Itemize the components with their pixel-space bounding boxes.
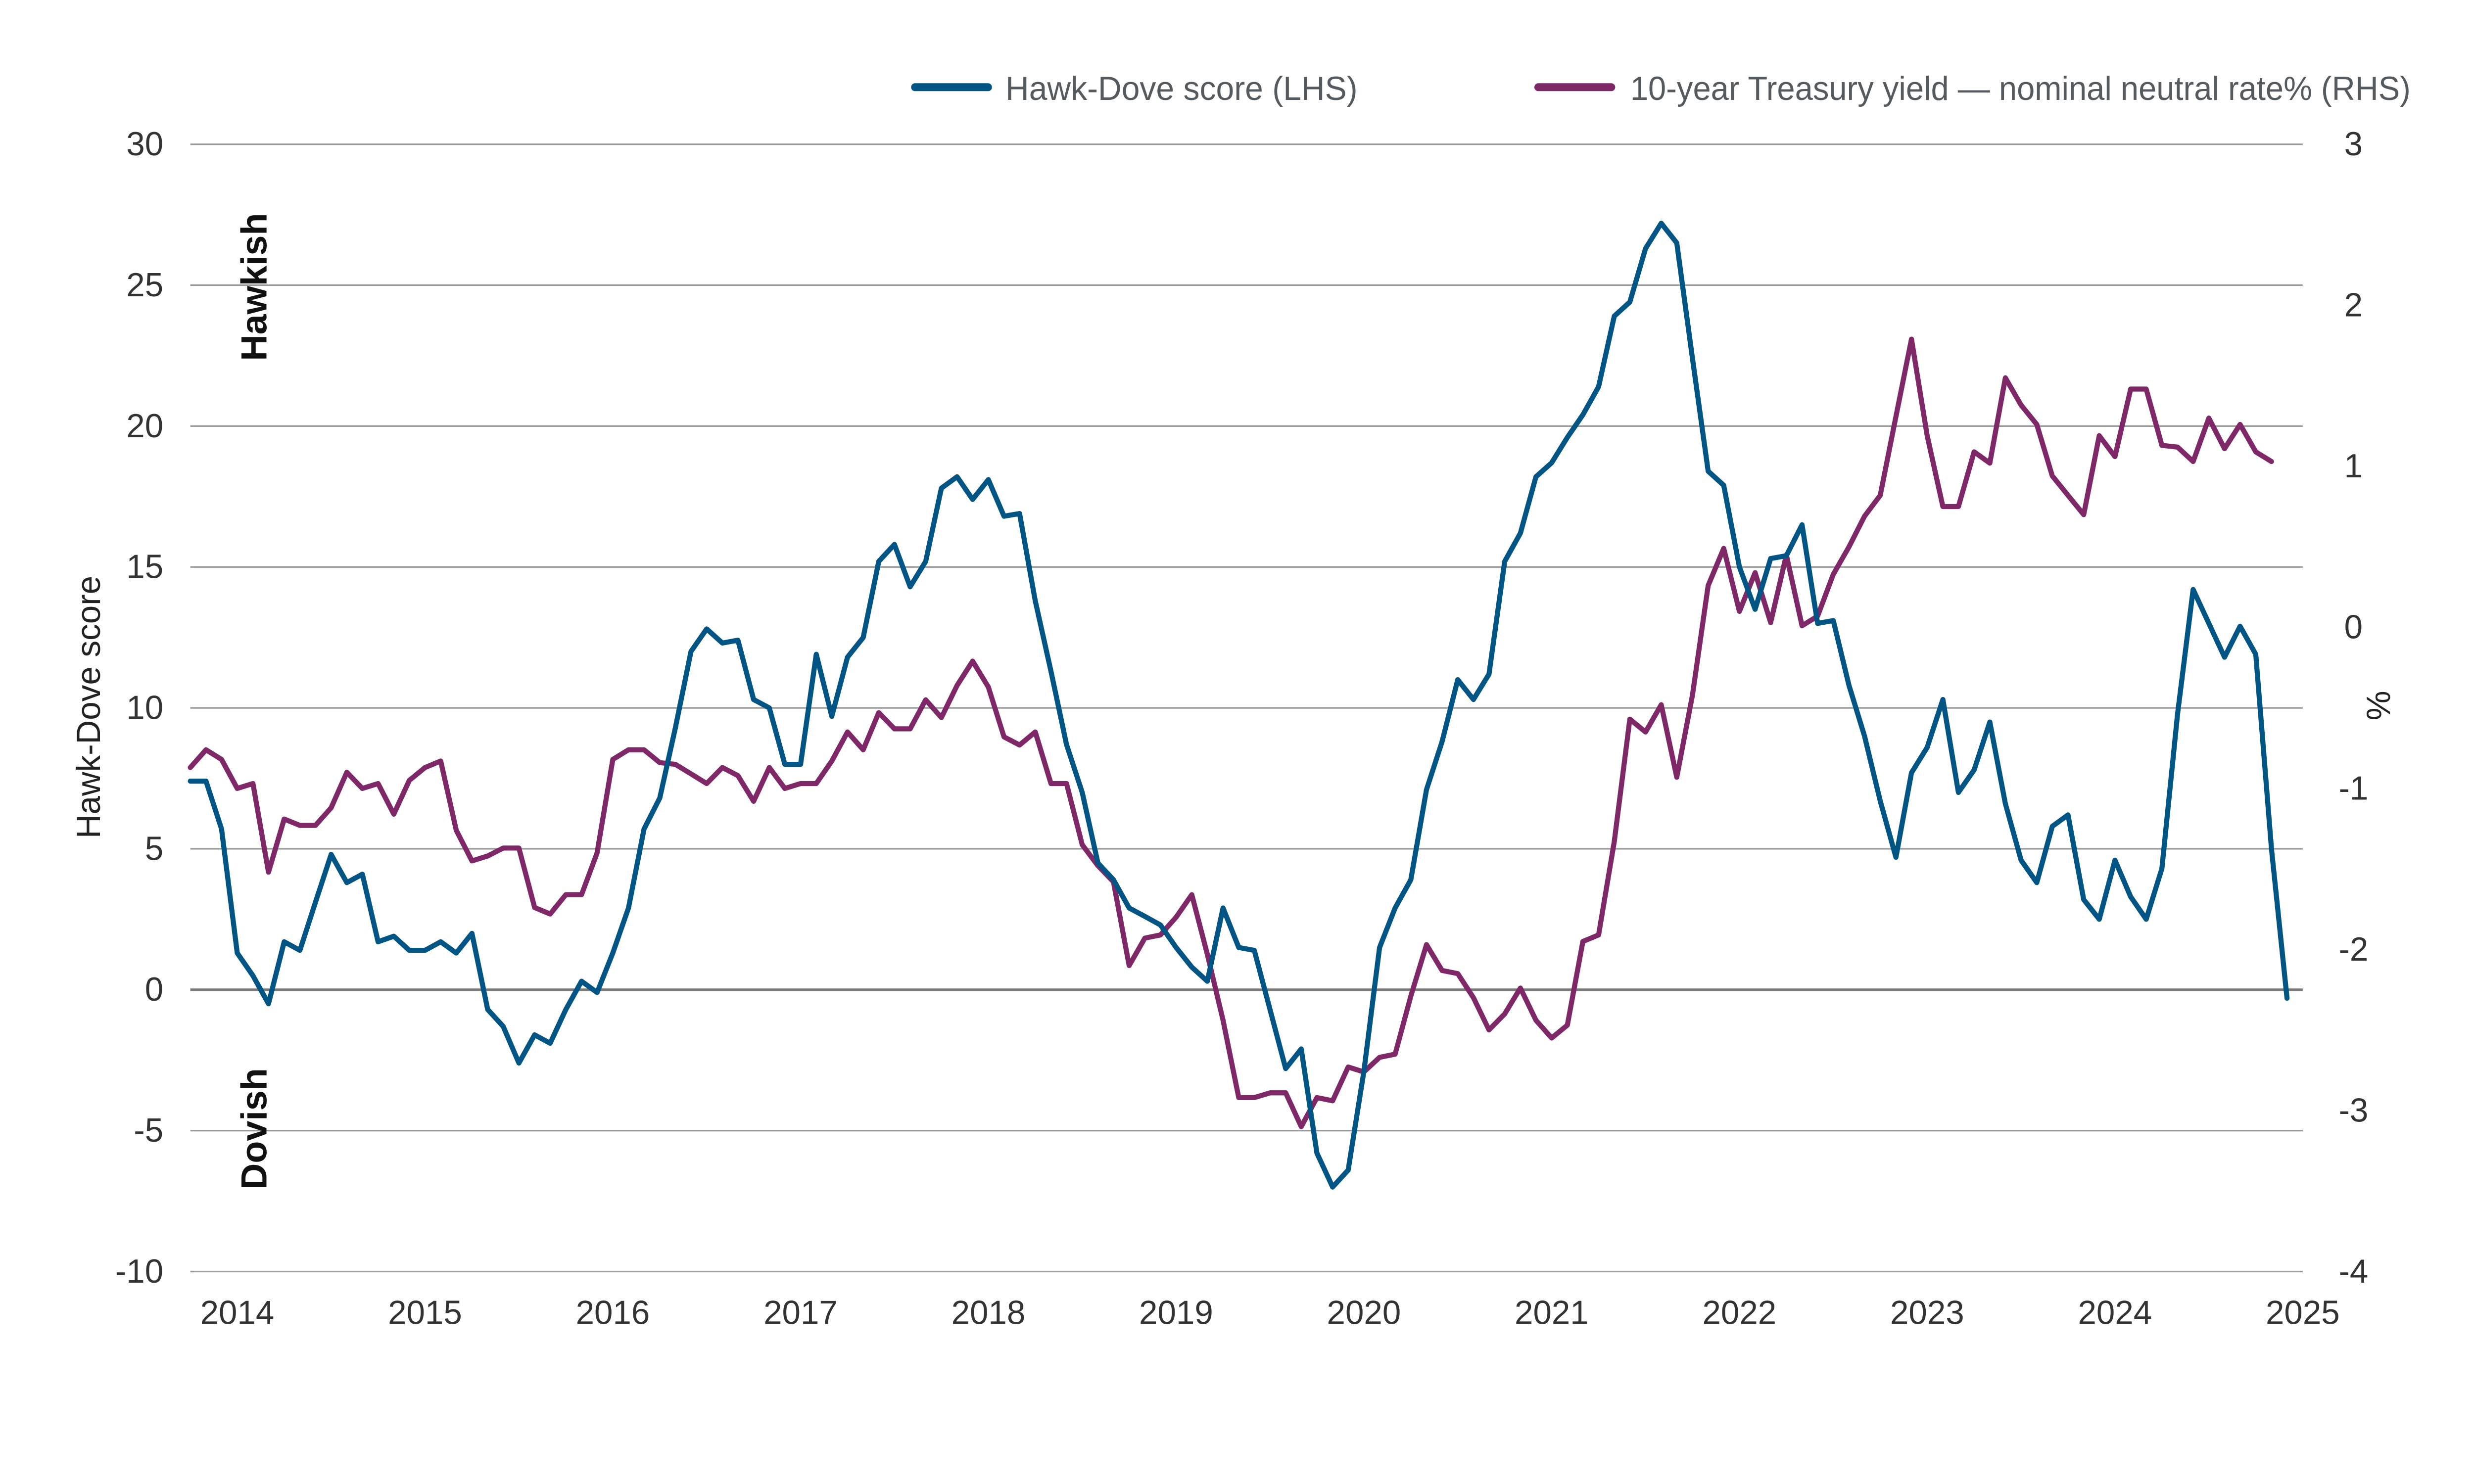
left-axis-ticks: 30 25 20 15 10 5 0 -5 -10 bbox=[115, 126, 163, 1290]
x-tick-label: 2020 bbox=[1327, 1294, 1401, 1331]
left-tick-label: 10 bbox=[126, 690, 163, 727]
x-tick-label: 2023 bbox=[1890, 1294, 1964, 1331]
x-tick-label: 2024 bbox=[2078, 1294, 2152, 1331]
x-axis-ticks: 2014 2015 2016 2017 2018 2019 2020 2021 2022 2023… bbox=[200, 1294, 2340, 1331]
x-tick-label: 2014 bbox=[200, 1294, 275, 1331]
right-axis-title: % bbox=[2360, 691, 2397, 720]
right-tick-label: 1 bbox=[2344, 448, 2363, 485]
hawk-dove-series-line bbox=[188, 221, 2290, 1190]
gridlines bbox=[190, 143, 2303, 1273]
left-tick-label: -10 bbox=[115, 1253, 163, 1290]
x-tick-label: 2015 bbox=[388, 1294, 462, 1331]
left-tick-label: 20 bbox=[126, 408, 163, 445]
series-lines bbox=[188, 221, 2290, 1190]
legend: Hawk-Dove score (LHS) 10-year Treasury y… bbox=[911, 70, 2411, 107]
left-tick-label: 30 bbox=[126, 126, 163, 163]
left-tick-label: 0 bbox=[145, 971, 163, 1008]
right-tick-label: -1 bbox=[2338, 770, 2368, 807]
left-tick-label: 15 bbox=[126, 549, 163, 586]
left-tick-label: -5 bbox=[134, 1112, 163, 1149]
left-tick-label: 5 bbox=[145, 830, 163, 867]
x-tick-label: 2016 bbox=[576, 1294, 650, 1331]
x-tick-label: 2025 bbox=[2266, 1294, 2340, 1331]
x-tick-label: 2022 bbox=[1703, 1294, 1777, 1331]
hawkish-annotation: Hawkish bbox=[233, 213, 274, 361]
right-tick-label: -2 bbox=[2338, 931, 2368, 968]
x-tick-label: 2021 bbox=[1515, 1294, 1589, 1331]
right-tick-label: 0 bbox=[2344, 609, 2363, 646]
right-axis-ticks: 3 2 1 0 -1 -2 -3 -4 bbox=[2338, 126, 2368, 1290]
right-tick-label: -4 bbox=[2338, 1253, 2368, 1290]
left-axis-title: Hawk-Dove score bbox=[70, 576, 107, 838]
legend-label-hawk-dove: Hawk-Dove score (LHS) bbox=[1005, 70, 1358, 107]
right-tick-label: 2 bbox=[2344, 287, 2363, 324]
right-tick-label: 3 bbox=[2344, 126, 2363, 163]
x-tick-label: 2019 bbox=[1139, 1294, 1213, 1331]
left-tick-label: 25 bbox=[126, 267, 163, 304]
dovish-annotation: Dovish bbox=[233, 1068, 274, 1190]
right-tick-label: -3 bbox=[2338, 1092, 2368, 1129]
treasury-series-line bbox=[188, 336, 2274, 1129]
x-tick-label: 2018 bbox=[952, 1294, 1026, 1331]
x-tick-label: 2017 bbox=[763, 1294, 838, 1331]
legend-label-treasury: 10-year Treasury yield — nominal neutral… bbox=[1630, 70, 2411, 107]
